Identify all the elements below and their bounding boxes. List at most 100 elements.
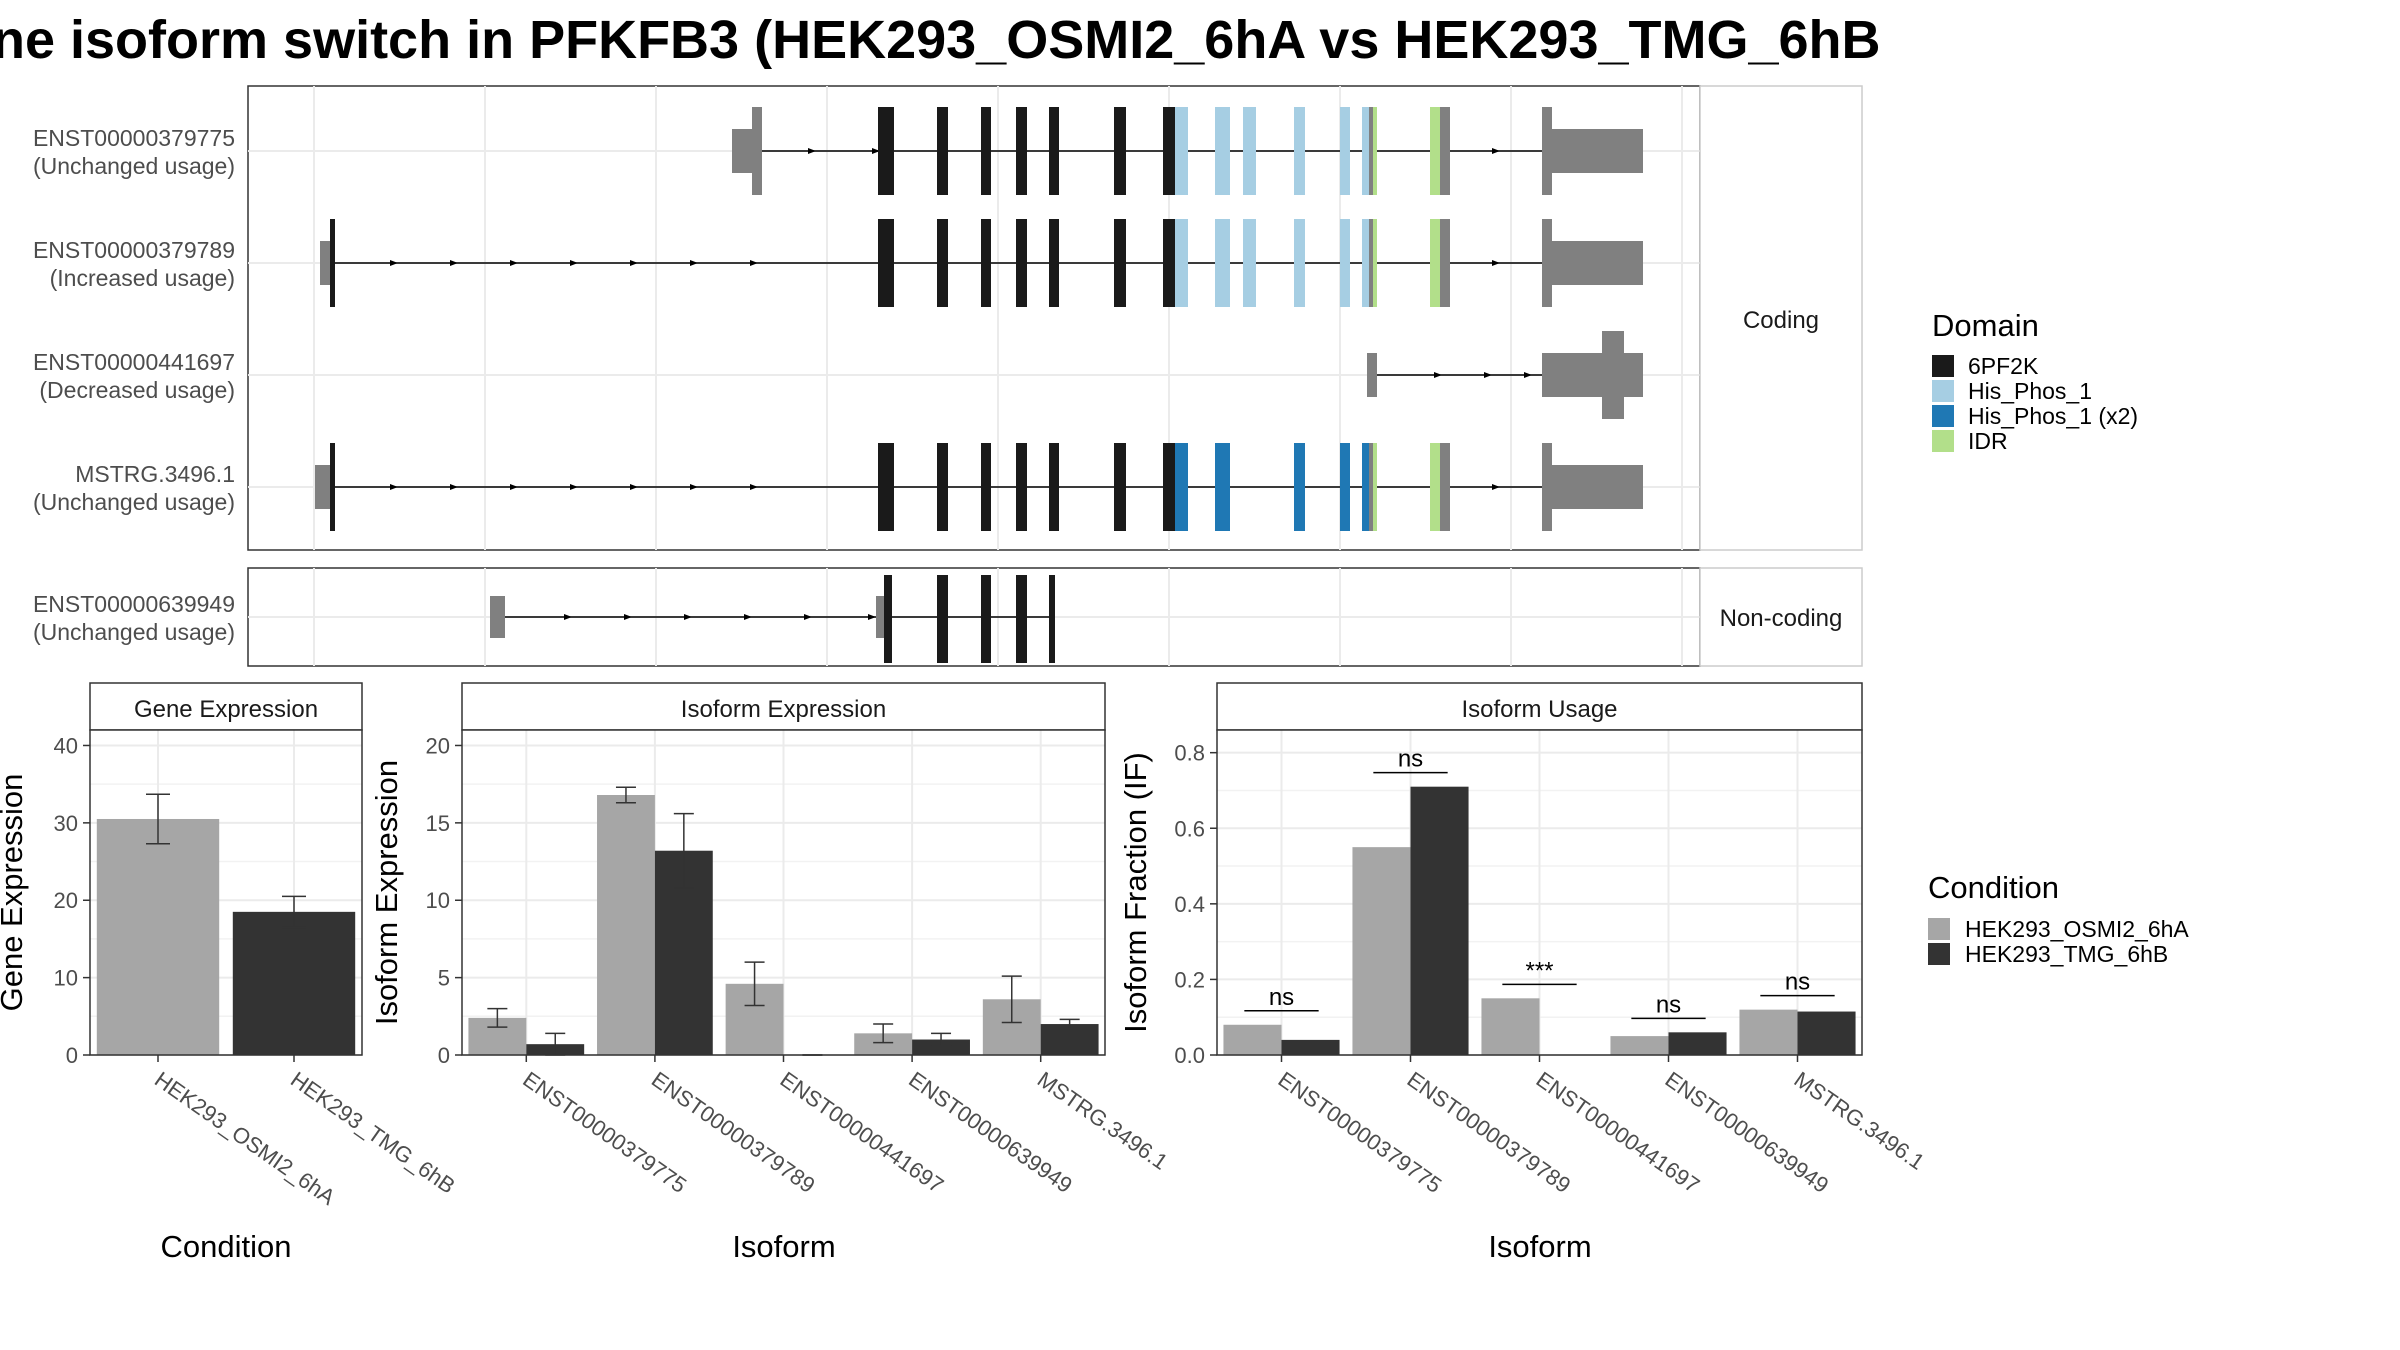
bar-enst00000639949-a [1610,1036,1669,1055]
panel-strip-title: Isoform Expression [681,696,886,723]
y-tick-label: 0.0 [1174,1043,1205,1068]
error-bar [673,812,694,889]
error-bar [146,793,170,845]
transcript-label: ENST00000441697 [33,349,235,375]
transcript-usage: (Increased usage) [50,265,235,291]
y-tick-label: 0 [66,1043,78,1068]
y-tick-label: 15 [426,811,450,836]
x-tick-label: MSTRG.3496.1 [1033,1067,1173,1175]
error-bar [282,895,306,929]
legend-label: HEK293_TMG_6hB [1965,941,2168,967]
y-axis-title: Gene Expression [0,774,29,1012]
error-bar [744,961,765,1007]
transcript-row-enst00000639949 [490,575,1055,663]
panel-strip [1216,682,1863,731]
legend-label: His_Phos_1 [1968,378,2092,404]
bar-enst00000379789-a [597,795,655,1055]
error-bar [931,1032,952,1047]
y-tick-label: 5 [438,966,450,991]
legend-swatch [1928,943,1950,965]
domain-legend: Domain 6PF2K His_Phos_1 His_Phos_1 (x2) … [1932,308,2138,454]
panel-strip [461,682,1106,731]
error-bar [1059,1018,1080,1030]
y-tick-label: 30 [54,811,78,836]
transcript-label: MSTRG.3496.1 [75,461,235,487]
legend-swatch [1932,380,1954,402]
noncoding-panel: Non-coding ENST00000639949 (Unchanged us… [33,567,1863,667]
bar-enst00000379789-b [1410,786,1469,1055]
bar-mstrg-3496-1-a [1739,1009,1798,1055]
transcript-row-mstrg-3496-1 [315,443,1643,531]
legend-swatch [1932,430,1954,452]
y-tick-label: 0.2 [1174,967,1205,992]
condition-legend-title: Condition [1928,870,2059,905]
error-bar [615,786,636,804]
exon [732,129,752,173]
error-bar [873,1023,894,1044]
bar-enst00000379775-b [1281,1039,1340,1055]
bar-hek293-osmi2-6ha [96,818,220,1055]
transcript-row-enst00000379789 [320,219,1643,307]
legend-label: 6PF2K [1968,353,2039,379]
y-axis-title: Isoform Expression [369,760,404,1025]
transcript-row-enst00000441697 [1367,331,1643,419]
legend-swatch [1932,405,1954,427]
panel-border [89,729,363,1056]
transcript-label: ENST00000379775 [33,125,235,151]
isoform-usage-chart: Isoform Usagensns***nsns0.00.20.40.60.8E… [1118,682,1930,1264]
exon [752,107,762,195]
coding-strip [1699,85,1863,551]
bar-enst00000441697-a [1481,998,1540,1055]
bar-enst00000379789-a [1352,847,1411,1055]
bar-enst00000379775-a [1223,1024,1282,1055]
domain-6pf2k [878,219,1175,307]
domain-idr [1373,107,1377,195]
domain-his-phos-1 [1175,219,1369,307]
transcript-usage: (Unchanged usage) [33,153,235,179]
legend-swatch [1932,355,1954,377]
error-bar [1001,975,1022,1024]
condition-legend: Condition HEK293_OSMI2_6hA HEK293_TMG_6h… [1928,870,2189,967]
legend-swatch [1928,918,1950,940]
error-bar [487,1007,508,1028]
bar-hek293-tmg-6hb [232,911,356,1055]
bar-enst00000639949-b [912,1039,970,1055]
transcript-label: ENST00000379789 [33,237,235,263]
transcript-usage: (Unchanged usage) [33,619,235,645]
coding-strip-label: Coding [1743,307,1819,334]
panel-strip [89,682,363,731]
y-tick-label: 40 [54,733,78,758]
significance-label: ns [1269,984,1294,1011]
coding-panel: Coding [33,85,1863,551]
significance-label: ns [1398,746,1423,773]
panel-strip-title: Gene Expression [134,696,318,723]
y-tick-label: 20 [54,888,78,913]
panel-strip-title: Isoform Usage [1461,696,1617,723]
x-axis-title: Condition [161,1229,292,1264]
isoform-expression-chart: Isoform Expression05101520ENST0000037977… [369,682,1173,1264]
y-tick-label: 0 [438,1043,450,1068]
legend-label: IDR [1968,428,2008,454]
transcript-usage: (Decreased usage) [39,377,235,403]
domain-his-phos-1 [1175,107,1369,195]
transcript-label: ENST00000639949 [33,591,235,617]
bar-mstrg-3496-1-b [1797,1011,1856,1055]
x-tick-label: MSTRG.3496.1 [1790,1067,1930,1175]
domain-legend-title: Domain [1932,308,2039,343]
domain-idr [1430,107,1440,195]
y-tick-label: 0.4 [1174,892,1205,917]
legend-label: His_Phos_1 (x2) [1968,403,2138,429]
y-tick-label: 10 [54,966,78,991]
domain-his-phos-1-x2 [1175,443,1369,531]
significance-label: ns [1656,991,1681,1018]
x-axis-title: Isoform [732,1229,835,1264]
y-tick-label: 0.8 [1174,741,1205,766]
y-tick-label: 20 [426,733,450,758]
legend-label: HEK293_OSMI2_6hA [1965,916,2189,942]
y-tick-label: 0.6 [1174,816,1205,841]
significance-label: *** [1525,957,1553,984]
x-axis-title: Isoform [1488,1229,1591,1264]
domain-6pf2k [878,107,1175,195]
